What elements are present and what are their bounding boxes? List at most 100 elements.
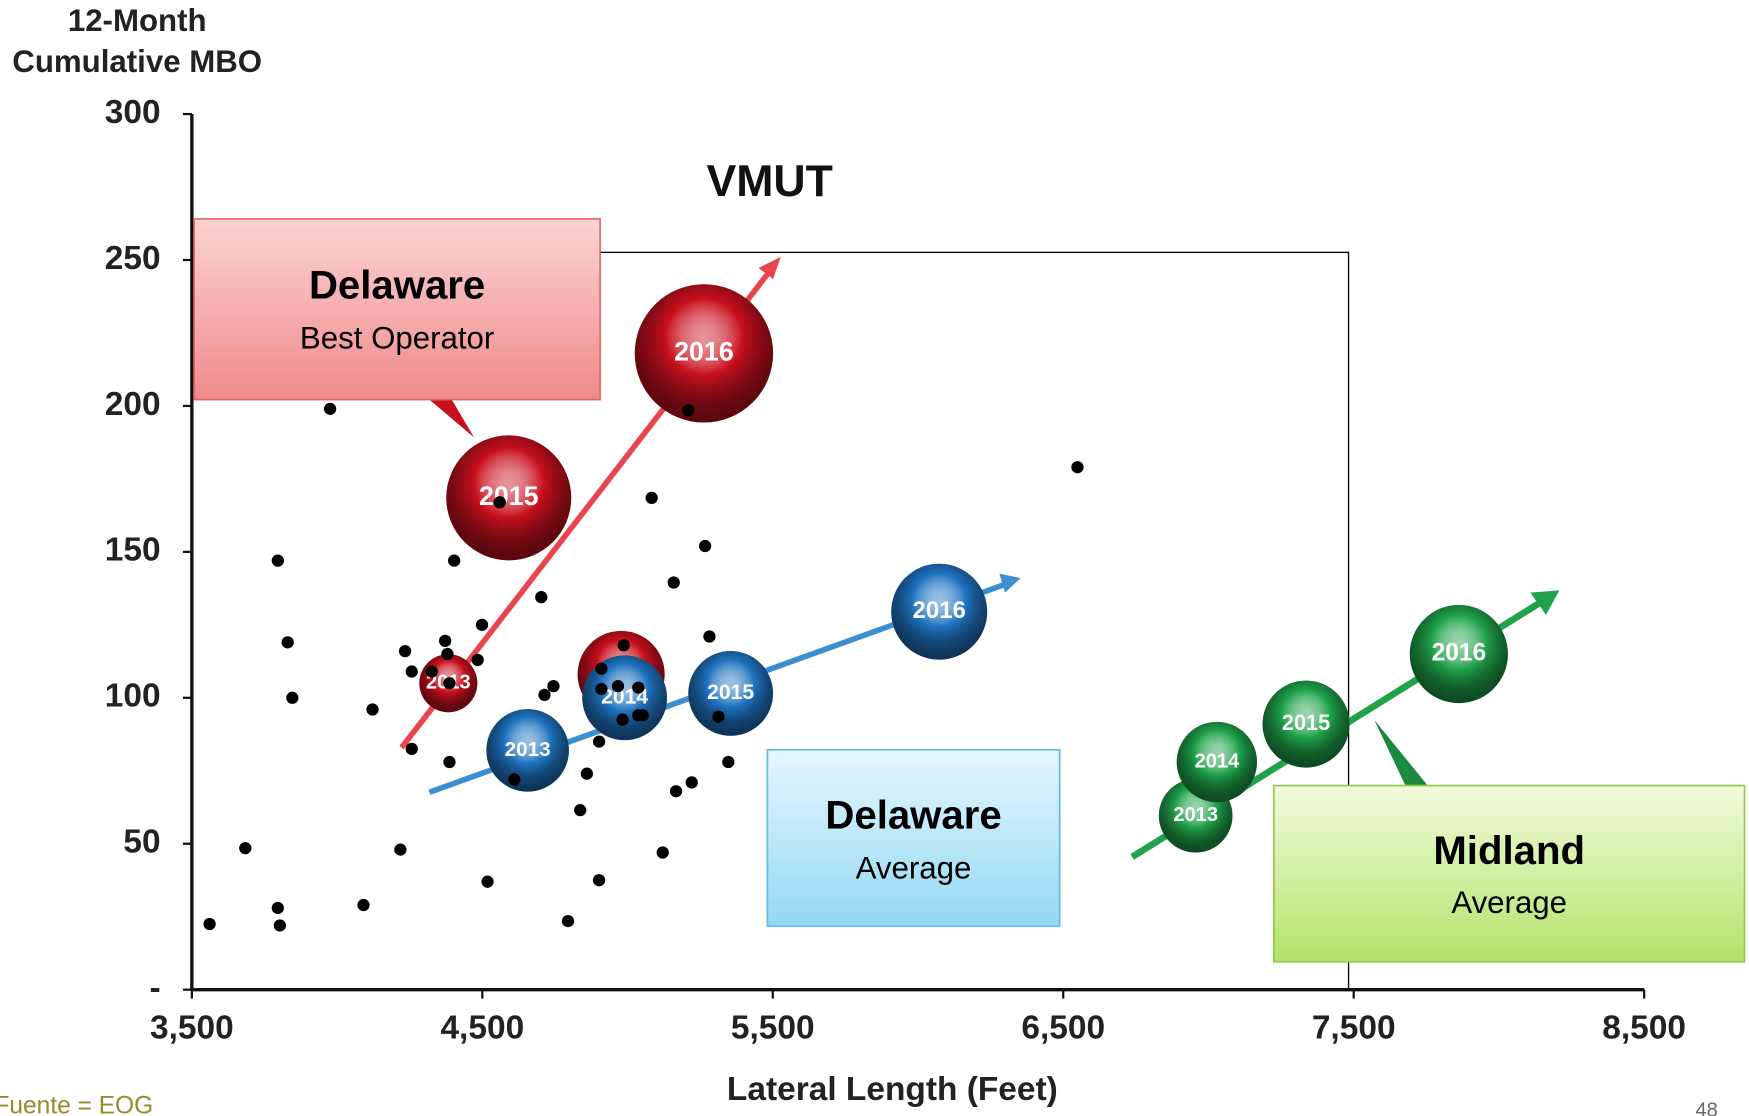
data-point bbox=[611, 679, 625, 693]
data-point bbox=[471, 653, 484, 666]
data-point bbox=[722, 755, 735, 769]
data-point bbox=[656, 846, 669, 859]
data-point bbox=[538, 688, 551, 702]
callout-subtitle: Best Operator bbox=[300, 321, 494, 356]
bubble-label: 2016 bbox=[1432, 640, 1487, 667]
y-tick-label: 200 bbox=[105, 386, 161, 423]
x-tick-label: 8,500 bbox=[1602, 1010, 1686, 1047]
callout-pointer bbox=[1374, 719, 1428, 786]
x-tick-label: 7,500 bbox=[1312, 1010, 1396, 1047]
y-tick-label: 50 bbox=[123, 824, 160, 861]
callout-subtitle: Average bbox=[856, 851, 972, 886]
data-point bbox=[271, 554, 284, 567]
data-point bbox=[669, 785, 683, 798]
data-point bbox=[617, 639, 630, 652]
data-point bbox=[712, 710, 725, 723]
callouts: Delaware Best Operator Delaware Average … bbox=[193, 218, 1746, 963]
data-point bbox=[273, 919, 286, 932]
data-point bbox=[592, 735, 606, 748]
y-tick-label: 100 bbox=[105, 678, 161, 715]
bubble-label: 2015 bbox=[479, 481, 539, 511]
data-point bbox=[592, 874, 606, 887]
data-point bbox=[405, 665, 418, 678]
data-point bbox=[475, 618, 489, 631]
arrow-head bbox=[1530, 590, 1560, 615]
data-point bbox=[481, 875, 494, 888]
plot: - 50 100 150 200 250 300 3,500 4,500 5,500 6,500 7,… bbox=[105, 94, 1686, 1047]
bubble-label: 2016 bbox=[674, 336, 734, 366]
data-point bbox=[561, 914, 575, 928]
data-point bbox=[616, 713, 629, 726]
x-tick-label: 5,500 bbox=[731, 1010, 815, 1047]
data-point bbox=[443, 755, 456, 769]
data-point bbox=[493, 496, 506, 509]
callout-title: Delaware bbox=[309, 263, 485, 308]
bubble bbox=[1176, 721, 1258, 803]
y-axis-label: 12-Month bbox=[68, 3, 207, 38]
data-point bbox=[682, 404, 695, 417]
data-point bbox=[595, 682, 608, 696]
bubble-label: 2015 bbox=[707, 681, 754, 704]
data-point bbox=[405, 742, 418, 756]
bubble bbox=[1262, 680, 1350, 768]
chart-title: VMUT bbox=[706, 157, 832, 206]
data-point bbox=[239, 841, 252, 855]
bubble bbox=[688, 651, 774, 736]
data-point bbox=[645, 491, 658, 505]
bubble-label: 2015 bbox=[1282, 710, 1330, 735]
data-point bbox=[398, 644, 412, 658]
data-point bbox=[443, 677, 456, 690]
callout-box bbox=[193, 218, 601, 401]
bubble-label: 2016 bbox=[913, 597, 966, 624]
y-tick-label: - bbox=[149, 970, 160, 1007]
data-point bbox=[636, 709, 649, 722]
data-point bbox=[438, 634, 452, 648]
callout-title: Midland bbox=[1433, 828, 1585, 873]
y-tick-label: 250 bbox=[105, 240, 161, 277]
data-point bbox=[685, 776, 698, 789]
y-tick-label: 300 bbox=[105, 94, 161, 131]
arrow-head bbox=[999, 573, 1021, 593]
callout-pointer bbox=[429, 399, 475, 438]
x-tick-label: 3,500 bbox=[150, 1010, 234, 1047]
data-point bbox=[448, 554, 461, 567]
bubble bbox=[486, 709, 569, 792]
data-point bbox=[547, 679, 560, 693]
data-point bbox=[425, 665, 438, 678]
callout-title: Delaware bbox=[825, 793, 1001, 838]
data-point bbox=[535, 590, 548, 604]
data-point bbox=[667, 576, 680, 589]
bubble bbox=[634, 284, 774, 423]
x-tick-label: 6,500 bbox=[1021, 1010, 1105, 1047]
data-point bbox=[286, 691, 299, 704]
data-point bbox=[508, 773, 521, 786]
data-point bbox=[366, 703, 379, 716]
data-point bbox=[203, 917, 216, 931]
callout-box bbox=[766, 749, 1061, 927]
data-point bbox=[1071, 461, 1084, 474]
data-point bbox=[281, 636, 294, 649]
bubble-label: 2013 bbox=[505, 738, 551, 761]
y-axis-label: Cumulative MBO bbox=[12, 44, 262, 79]
data-point bbox=[357, 898, 370, 912]
data-point bbox=[394, 843, 407, 856]
page-number: 48 bbox=[1695, 1100, 1717, 1116]
arrow-head bbox=[758, 256, 781, 280]
data-point bbox=[580, 767, 594, 780]
bubble bbox=[446, 435, 572, 561]
callout-subtitle: Average bbox=[1451, 885, 1567, 920]
x-axis-label: Lateral Length (Feet) bbox=[727, 1071, 1058, 1108]
callout-box bbox=[1272, 784, 1746, 963]
source-note: Fuente = EOG bbox=[0, 1092, 153, 1116]
data-point bbox=[271, 901, 284, 915]
data-point bbox=[632, 681, 645, 694]
data-point bbox=[574, 804, 587, 817]
data-point bbox=[703, 630, 716, 643]
x-tick-label: 4,500 bbox=[440, 1010, 524, 1047]
data-point bbox=[595, 662, 608, 675]
data-point bbox=[698, 539, 712, 553]
bubble-label: 2014 bbox=[1195, 750, 1240, 772]
y-tick-label: 150 bbox=[105, 532, 161, 569]
